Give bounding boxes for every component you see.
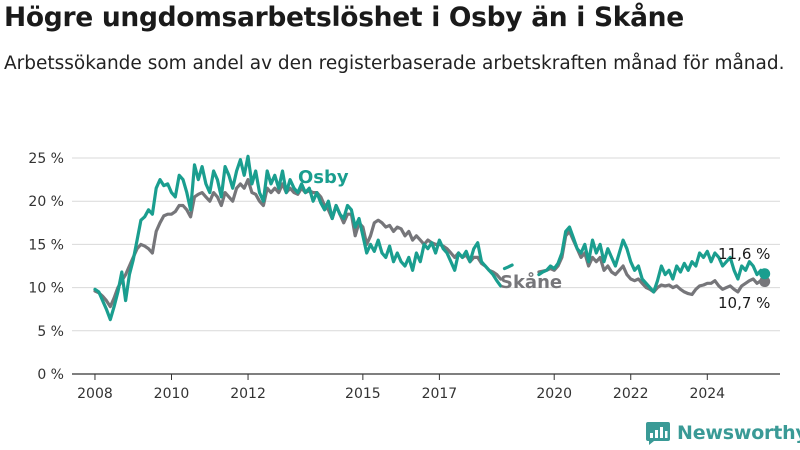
series-label-osby: Osby: [298, 167, 349, 188]
y-tick-label: 25 %: [28, 151, 64, 167]
brand-logo: Newsworthy: [645, 420, 800, 446]
y-tick-label: 5 %: [37, 324, 64, 340]
x-tick-label: 2022: [613, 386, 649, 402]
x-tick-label: 2010: [154, 386, 190, 402]
series-lines: [93, 154, 767, 322]
x-axis-ticks: 2008 2010 2012 2015 2017 2020 2022 2024: [77, 374, 725, 402]
x-tick-label: 2015: [345, 386, 381, 402]
end-value-label-skane: 10,7 %: [718, 294, 770, 312]
chart-title: Högre ungdomsarbetslöshet i Osby än i Sk…: [4, 2, 684, 33]
end-value-label-osby: 11,6 %: [718, 245, 770, 263]
series-line-osby-1: [502, 263, 514, 271]
series-line-osby-0: [93, 154, 503, 322]
x-tick-label: 2017: [422, 386, 458, 402]
newsworthy-chart-logo-icon: [646, 422, 670, 445]
series-line-osby-2: [537, 225, 767, 294]
chart-subtitle: Arbetssökande som andel av den registerb…: [4, 53, 785, 74]
x-tick-label: 2008: [77, 386, 113, 402]
end-markers: [759, 268, 771, 288]
y-tick-label: 10 %: [28, 281, 64, 297]
series-label-skane: Skåne: [500, 271, 562, 293]
end-marker-osby: [759, 268, 771, 280]
x-tick-label: 2012: [230, 386, 266, 402]
y-tick-label: 0 %: [37, 367, 64, 383]
y-tick-label: 15 %: [28, 237, 64, 253]
y-tick-label: 20 %: [28, 194, 64, 210]
brand-name: Newsworthy: [677, 422, 800, 444]
end-marker-skane: [759, 276, 771, 288]
x-tick-label: 2020: [536, 386, 572, 402]
x-tick-label: 2024: [689, 386, 725, 402]
y-axis-ticks: 0 % 5 % 10 % 15 % 20 % 25 %: [28, 151, 64, 383]
